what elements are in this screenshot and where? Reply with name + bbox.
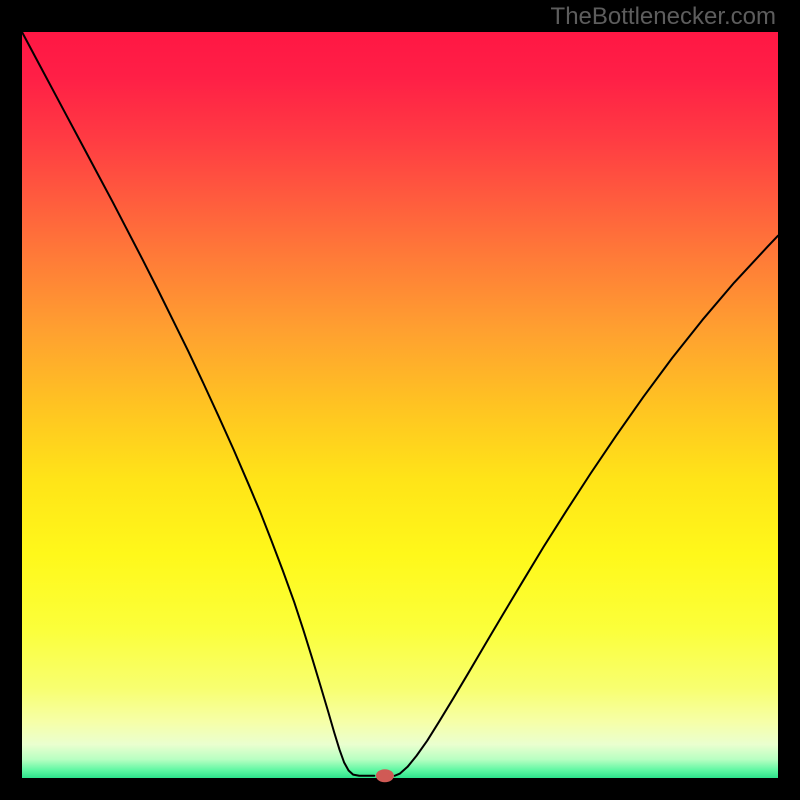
chart-frame: TheBottlenecker.com <box>0 0 800 800</box>
gradient-background <box>22 32 778 778</box>
minimum-marker <box>376 769 394 782</box>
watermark-text: TheBottlenecker.com <box>551 3 776 31</box>
curve-layer <box>0 0 800 800</box>
